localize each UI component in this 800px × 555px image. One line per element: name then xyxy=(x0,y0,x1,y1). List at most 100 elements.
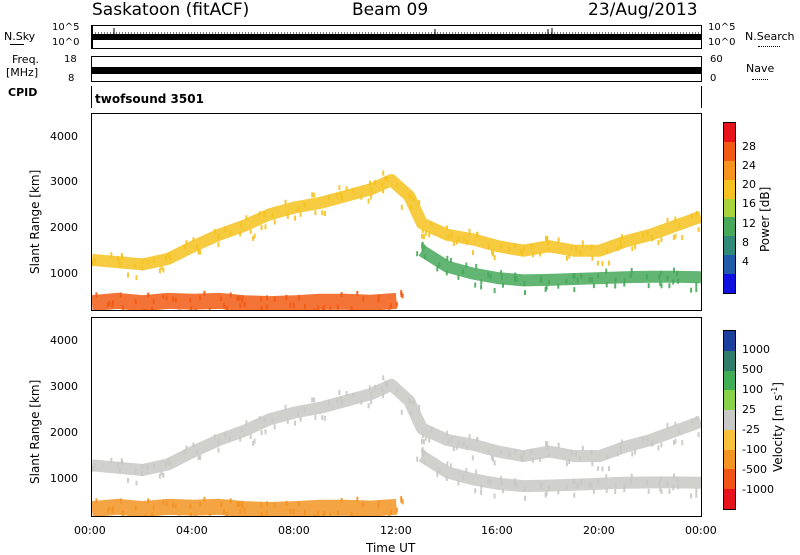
power-point-0-12-5 xyxy=(381,182,383,187)
velocity-point-2-5-2 xyxy=(226,512,228,516)
velocity-point-1-0-1 xyxy=(422,452,424,457)
power-colorbar-tick-0: 28 xyxy=(742,140,756,153)
velocity-point-0-24-3 xyxy=(681,440,683,445)
velocity-point-0-18-5 xyxy=(521,456,523,461)
power-point-0-14-1 xyxy=(430,222,432,227)
power-point-2-0-2 xyxy=(95,292,97,297)
power-point-0-2-5 xyxy=(142,259,144,264)
velocity-point-2-3-3 xyxy=(175,503,177,508)
power-point-2-3-4 xyxy=(166,295,168,300)
power-point-0-7-1 xyxy=(274,220,276,225)
power-point-2-5-5 xyxy=(230,292,232,297)
power-point-0-16-5 xyxy=(469,229,471,234)
power-point-0-1-2 xyxy=(121,255,123,260)
velocity-point-2-10-1 xyxy=(351,512,353,516)
velocity-point-0-20-3 xyxy=(571,450,573,455)
noise-trace xyxy=(92,26,701,48)
velocity-point-2-5-0 xyxy=(220,502,222,507)
velocity-point-0-21-5 xyxy=(601,466,603,471)
velocity-point-0-2-2 xyxy=(141,471,143,476)
velocity-point-0-17-5 xyxy=(500,449,502,454)
power-point-1-5-4 xyxy=(557,284,559,289)
power-point-1-8-5 xyxy=(631,268,633,273)
power-point-0-13-1 xyxy=(410,205,412,210)
velocity-point-2-10-5 xyxy=(341,498,343,503)
power-point-1-2-0 xyxy=(465,263,467,268)
power-point-0-10-5 xyxy=(338,185,340,190)
velocity-point-0-24-4 xyxy=(675,439,677,444)
velocity-point-0-4-5 xyxy=(198,455,200,460)
velocity-point-2-12-5 xyxy=(390,509,392,514)
power-point-1-3-1 xyxy=(494,288,496,293)
velocity-colorbar-swatch-8 xyxy=(724,489,735,509)
velocity-point-0-4-2 xyxy=(186,446,188,451)
power-point-0-5-3 xyxy=(218,234,220,239)
power-point-0-19-2 xyxy=(548,247,550,252)
velocity-point-2-6-0 xyxy=(244,508,246,513)
power-point-0-2-0 xyxy=(134,263,136,268)
velocity-point-2-2-2 xyxy=(147,498,149,503)
velocity-point-0-1-5 xyxy=(127,478,129,483)
date-title: 23/Aug/2013 xyxy=(588,0,698,20)
power-point-0-19-3 xyxy=(558,238,560,243)
power-point-2-4-5 xyxy=(195,309,197,310)
power-point-0-23-5 xyxy=(651,235,653,240)
velocity-point-1-0-4 xyxy=(424,460,426,465)
velocity-point-0-1-1 xyxy=(117,462,119,467)
velocity-point-0-18-4 xyxy=(523,451,525,456)
power-colorbar-tick-5: 8 xyxy=(742,236,749,249)
power-point-0-13-2 xyxy=(410,194,412,199)
power-point-0-6-5 xyxy=(240,223,242,228)
power-point-1-7-2 xyxy=(591,277,593,282)
velocity-point-2-8-3 xyxy=(304,510,306,515)
velocity-colorbar-tick-2: 100 xyxy=(742,383,763,396)
velocity-point-0-20-5 xyxy=(568,459,570,464)
velocity-point-0-20-2 xyxy=(575,451,577,456)
power-point-1-11-0 xyxy=(690,288,692,293)
power-point-2-7-2 xyxy=(260,297,262,302)
velocity-point-2-3-4 xyxy=(166,501,168,506)
velocity-point-2-1-4 xyxy=(107,508,109,513)
velocity-point-0-4-0 xyxy=(196,449,198,454)
power-colorbar-tick-6: 4 xyxy=(742,255,749,268)
power-point-0-10-2 xyxy=(336,193,338,198)
velocity-point-1-3-3 xyxy=(502,488,504,493)
power-point-2-11-5 xyxy=(378,309,380,310)
power-point-0-1-1 xyxy=(117,256,119,261)
power-point-0-4-3 xyxy=(192,237,194,242)
power-point-0-7-4 xyxy=(272,213,274,218)
power-point-2-5-4 xyxy=(209,307,211,310)
velocity-point-0-25-3 xyxy=(698,432,700,437)
power-point-2-1-4 xyxy=(107,302,109,307)
power-point-0-8-3 xyxy=(304,202,306,207)
velocity-point-0-12-1 xyxy=(386,382,388,387)
velocity-point-2-3-2 xyxy=(172,502,174,507)
power-point-1-3-3 xyxy=(502,283,504,288)
velocity-point-1-2-5 xyxy=(475,470,477,475)
velocity-point-1-5-4 xyxy=(557,489,559,494)
power-point-2-2-4 xyxy=(143,309,145,310)
power-point-0-23-3 xyxy=(642,232,644,237)
velocity-point-2-7-5 xyxy=(260,512,262,516)
power-point-0-11-1 xyxy=(369,181,371,186)
power-point-0-19-1 xyxy=(539,252,541,257)
power-point-1-0-5 xyxy=(422,242,424,247)
velocity-point-0-6-2 xyxy=(254,439,256,444)
power-point-0-6-4 xyxy=(245,215,247,220)
power-point-2-12-4 xyxy=(400,290,402,295)
velocity-point-1-1-3 xyxy=(438,468,440,473)
power-point-2-1-5 xyxy=(122,305,124,310)
power-point-0-13-3 xyxy=(401,205,403,210)
power-colorbar-swatch-5 xyxy=(724,217,735,236)
power-point-0-16-4 xyxy=(466,240,468,245)
power-point-0-24-3 xyxy=(681,235,683,240)
power-point-0-5-5 xyxy=(224,227,226,232)
power-point-0-20-4 xyxy=(579,251,581,256)
velocity-colorbar-tick-6: -500 xyxy=(742,463,767,476)
velocity-point-1-9-4 xyxy=(658,481,660,486)
velocity-colorbar xyxy=(723,330,736,510)
x-tick-4: 16:00 xyxy=(481,524,513,537)
power-colorbar-tick-4: 12 xyxy=(742,217,756,230)
velocity-point-0-11-2 xyxy=(371,392,373,397)
power-point-0-7-0 xyxy=(263,212,265,217)
